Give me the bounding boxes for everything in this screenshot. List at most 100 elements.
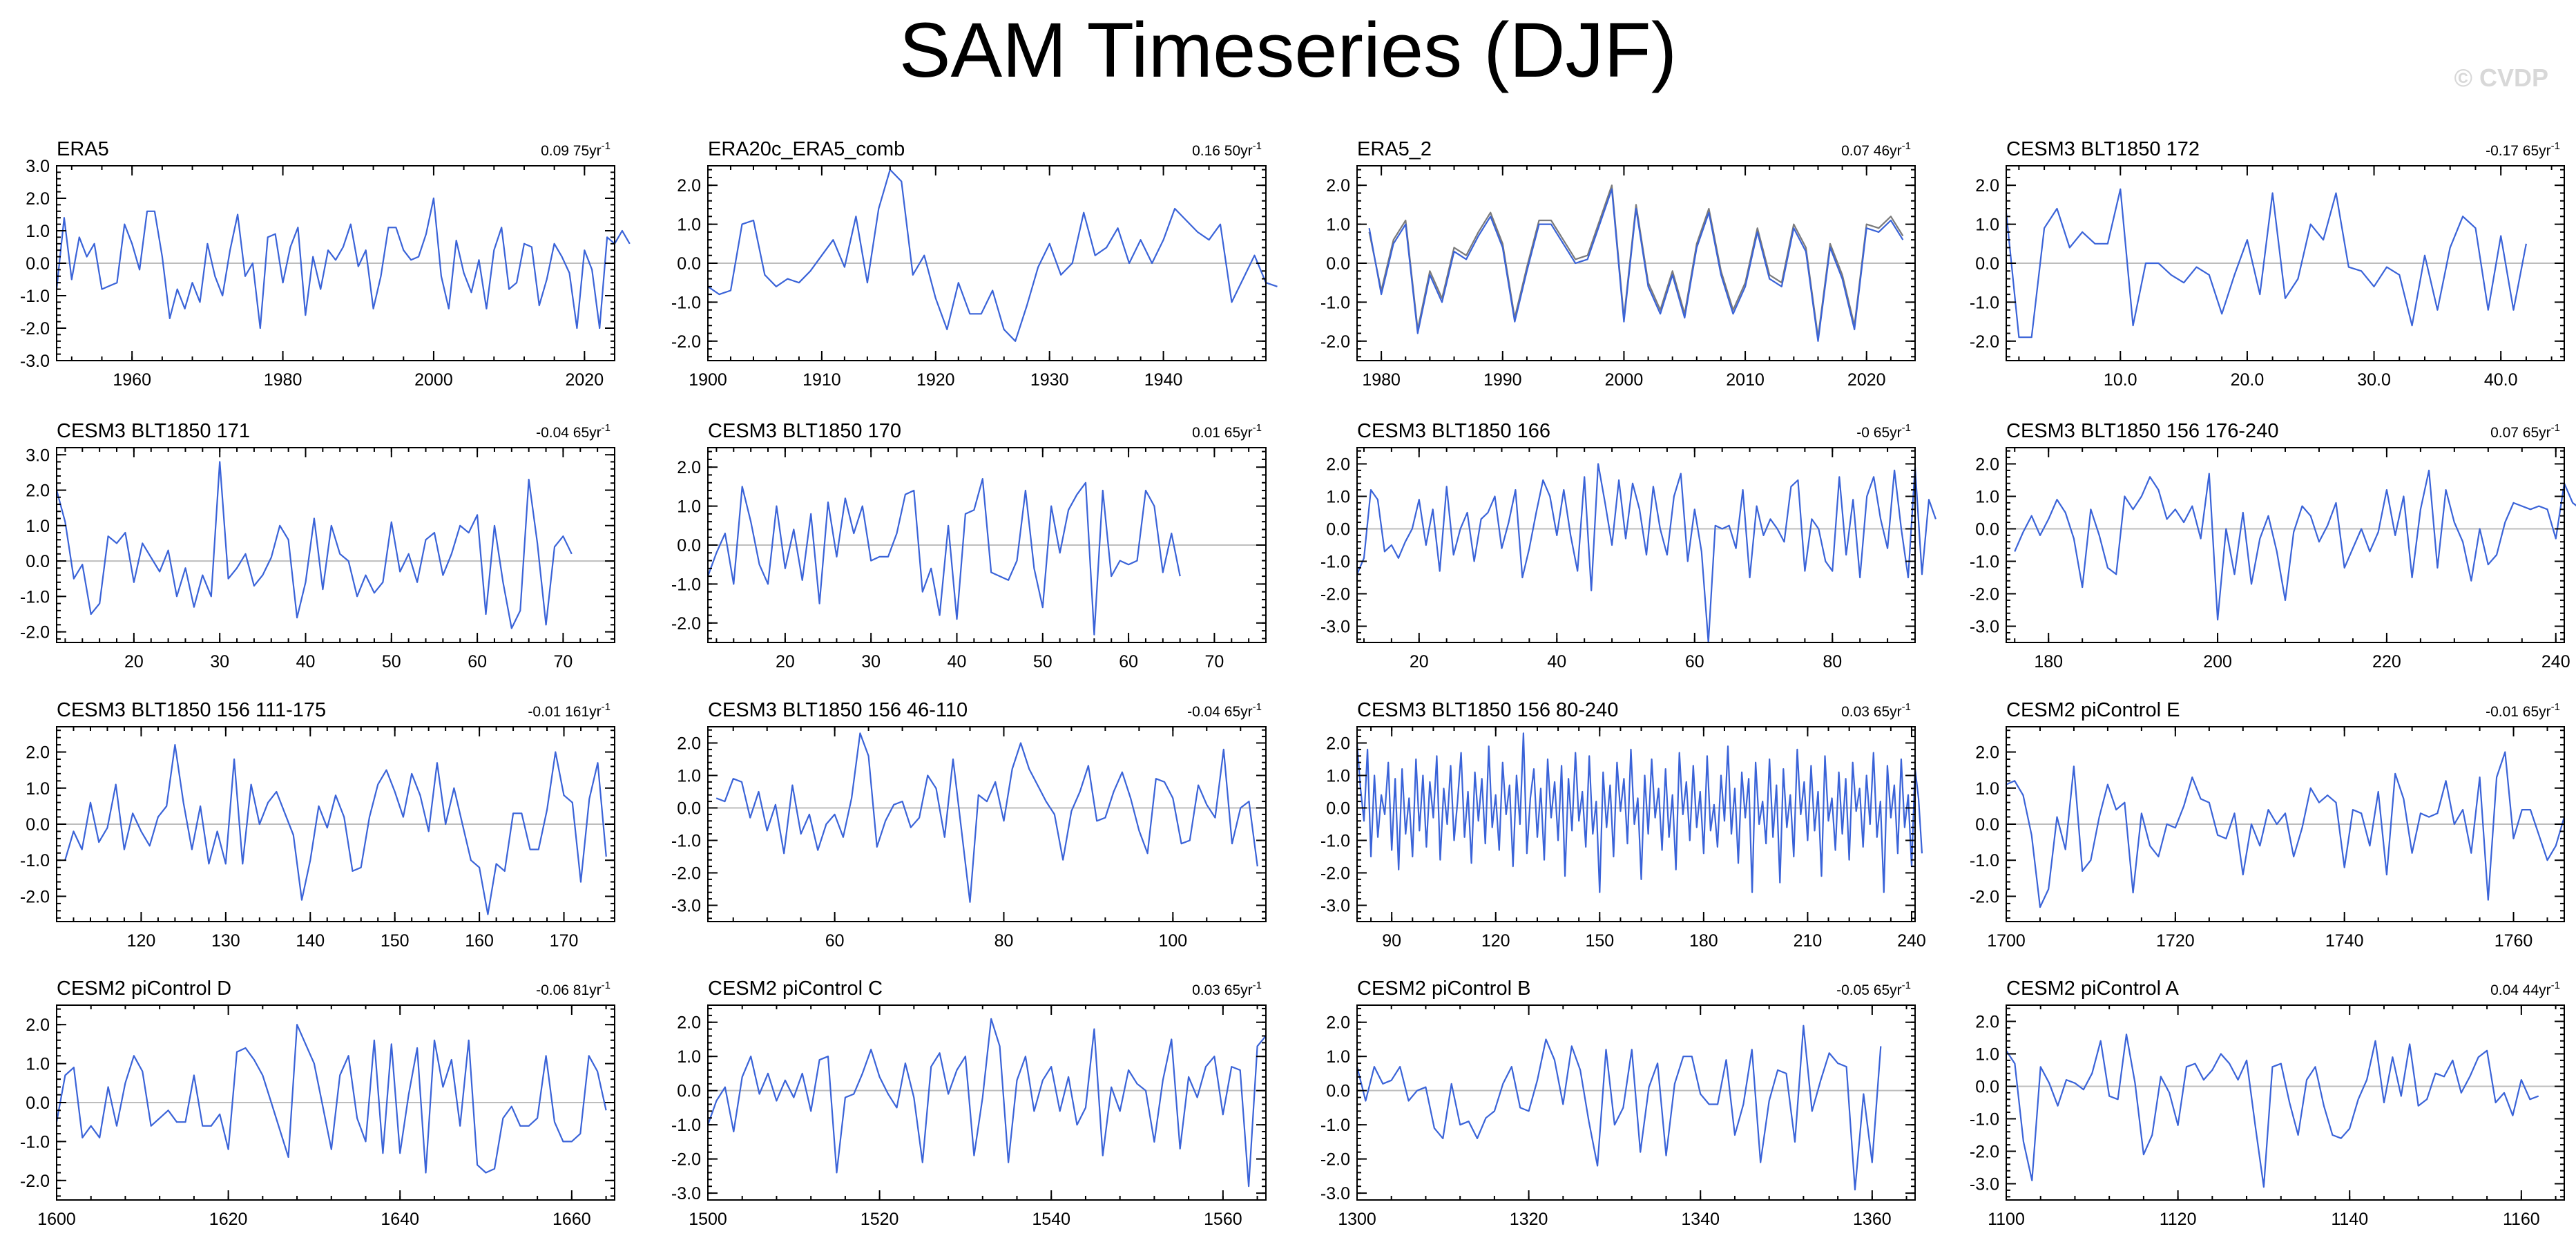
y-tick-label: -2.0 (1320, 585, 1350, 604)
x-tick-label: 2020 (1847, 370, 1886, 390)
trend-value: -0.04 65yr (1187, 704, 1253, 720)
y-tick-label: 1.0 (1975, 1045, 1999, 1065)
trend-value: -0.01 65yr (2486, 704, 2551, 720)
x-tick-label: 1990 (1483, 370, 1522, 390)
page-title: SAM Timeseries (DJF) (898, 7, 1678, 93)
y-tick-label: -1.0 (1970, 293, 1999, 312)
y-tick-label: 2.0 (26, 1016, 50, 1035)
plot-frame (1356, 1004, 1916, 1201)
y-tick-label: 1.0 (1326, 216, 1350, 235)
trend-value: -0 65yr (1856, 425, 1901, 441)
x-tick-label: 2000 (1605, 370, 1644, 390)
x-tick-label: 1930 (1030, 370, 1069, 390)
copyright-watermark: © CVDP (2454, 64, 2548, 92)
panel-13: -2.0 -1.0 0.0 1.0 2.0 1600 1620 1640 1660 CESM2 p… (20, 978, 615, 1229)
trend-exponent: -1 (1253, 701, 1262, 713)
x-tick-label: 30.0 (2357, 370, 2391, 390)
x-tick-label: 60 (825, 931, 845, 951)
x-tick-label: 70 (554, 652, 573, 671)
series-line-1 (1356, 1024, 1882, 1191)
trend-exponent: -1 (2551, 980, 2560, 991)
x-tick-label: 170 (550, 931, 579, 951)
y-tick-label: 0.0 (677, 254, 701, 274)
y-tick-label: -1.0 (1320, 293, 1350, 312)
y-tick-label: -1.0 (20, 587, 50, 607)
y-tick-label: -1.0 (1970, 851, 1999, 870)
y-tick-label: 3.0 (26, 446, 50, 465)
panel-trend-label: 0.07 65yr-1 (2490, 422, 2560, 441)
panel-trend-label: -0.05 65yr-1 (1836, 980, 1911, 998)
x-tick-label: 1980 (264, 370, 302, 390)
x-tick-label: 150 (381, 931, 410, 951)
x-tick-label: 50 (1033, 652, 1052, 671)
y-tick-label: -1.0 (20, 287, 50, 306)
panel-title: ERA5_2 (1357, 138, 1432, 160)
x-tick-label: 210 (1794, 931, 1823, 951)
trend-exponent: -1 (1253, 422, 1262, 434)
trend-value: -0.17 65yr (2486, 143, 2551, 159)
trend-exponent: -1 (1902, 980, 1911, 991)
x-tick-label: 1640 (381, 1210, 419, 1229)
trend-value: -0.04 65yr (536, 425, 602, 441)
panel-11: -3.0 -2.0 -1.0 0.0 1.0 2.0 90 120 150 180 210 240 CE… (1320, 699, 1926, 951)
y-tick-label: 1.0 (677, 1047, 701, 1067)
trend-exponent: -1 (1902, 422, 1911, 434)
y-tick-label: -2.0 (1320, 1150, 1350, 1170)
x-tick-label: 1940 (1144, 370, 1183, 390)
y-tick-label: -2.0 (1970, 887, 1999, 906)
x-tick-label: 80 (1823, 652, 1842, 671)
y-tick-label: -1.0 (671, 832, 701, 851)
panel-title: CESM2 piControl C (708, 978, 883, 1000)
y-tick-label: -3.0 (20, 352, 50, 371)
panel-title: CESM2 piControl D (57, 978, 231, 1000)
trend-value: 0.01 65yr (1192, 425, 1253, 441)
trend-exponent: -1 (2551, 422, 2560, 434)
panel-16: -3.0 -2.0 -1.0 0.0 1.0 2.0 1100 1120 1140 1160 CES… (1970, 978, 2565, 1229)
y-tick-label: -1.0 (671, 1116, 701, 1135)
plot-frame (707, 726, 1267, 922)
x-tick-label: 1760 (2495, 931, 2533, 951)
series-line-1 (1356, 463, 1936, 644)
trend-exponent: -1 (602, 422, 611, 434)
y-tick-label: 0.0 (26, 1094, 50, 1113)
y-tick-label: 2.0 (677, 176, 701, 196)
x-tick-label: 2020 (566, 370, 604, 390)
panel-title: CESM3 BLT1850 156 111-175 (57, 699, 326, 721)
x-tick-label: 1620 (209, 1210, 248, 1229)
plot-frame (1356, 447, 1916, 643)
y-tick-label: -3.0 (1320, 1184, 1350, 1203)
y-tick-label: 0.0 (1326, 520, 1350, 540)
series-line-1 (55, 197, 631, 330)
x-tick-label: 1320 (1510, 1210, 1548, 1229)
x-tick-label: 100 (1158, 931, 1187, 951)
panel-trend-label: -0.06 81yr-1 (536, 980, 611, 998)
x-tick-label: 1980 (1362, 370, 1401, 390)
x-tick-label: 1520 (861, 1210, 899, 1229)
panel-title: CESM3 BLT1850 166 (1357, 420, 1550, 442)
x-tick-label: 180 (2034, 652, 2063, 671)
panel-2: -2.0 -1.0 0.0 1.0 2.0 1900 1910 1920 1930 1940 ERA… (671, 138, 1278, 390)
panel-trend-label: 0.07 46yr-1 (1841, 140, 1911, 159)
y-tick-label: 2.0 (677, 458, 701, 477)
x-tick-label: 80 (994, 931, 1014, 951)
y-tick-label: -1.0 (1970, 1110, 1999, 1130)
y-tick-label: 1.0 (26, 222, 50, 241)
trend-exponent: -1 (1902, 701, 1911, 713)
y-tick-label: 1.0 (677, 497, 701, 517)
x-tick-label: 40 (1547, 652, 1566, 671)
y-tick-label: 0.0 (1326, 1082, 1350, 1101)
x-tick-label: 240 (2541, 652, 2570, 671)
x-tick-label: 1300 (1338, 1210, 1376, 1229)
panel-title: CESM3 BLT1850 171 (57, 420, 250, 442)
panel-trend-label: -0.17 65yr-1 (2486, 140, 2560, 159)
y-tick-label: -2.0 (20, 319, 50, 339)
x-tick-label: 1920 (916, 370, 955, 390)
x-tick-label: 90 (1382, 931, 1401, 951)
x-tick-label: 1120 (2160, 1210, 2197, 1229)
series-line-1 (64, 743, 607, 915)
panel-14: -3.0 -2.0 -1.0 0.0 1.0 2.0 1500 1520 1540 1560 CES… (671, 978, 1267, 1229)
y-tick-label: 2.0 (1975, 1013, 1999, 1032)
series-line-1 (1368, 188, 1904, 342)
panel-title: CESM2 piControl E (2006, 699, 2180, 721)
